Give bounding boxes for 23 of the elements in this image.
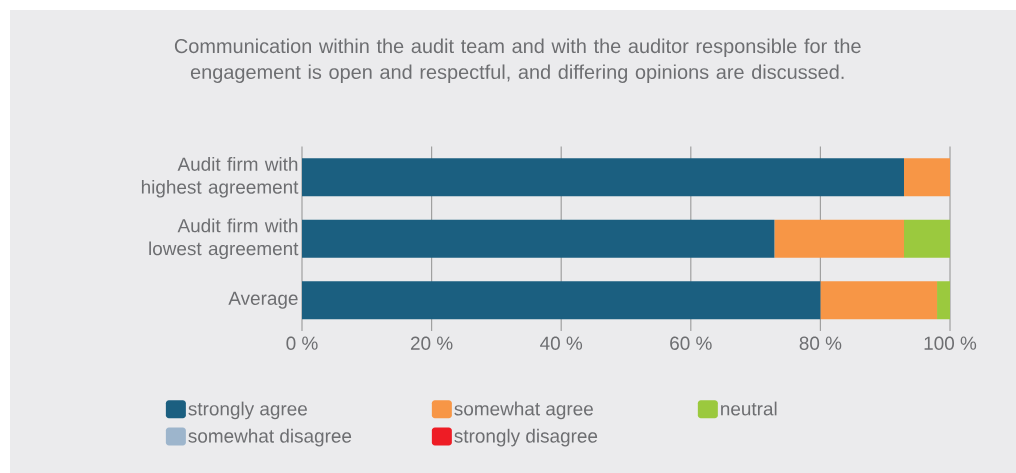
legend-label: somewhat disagree (188, 428, 352, 447)
legend-label: strongly agree (188, 401, 307, 420)
x-tick-label: 80 % (799, 336, 842, 350)
legend-label: neutral (721, 401, 777, 416)
bar (302, 158, 904, 197)
x-tick-label: 0 % (286, 336, 318, 350)
bar (820, 281, 938, 320)
bar (302, 281, 821, 320)
x-tick-label: 20 % (410, 336, 453, 350)
y-tick-label: Audit firm with lowest agreement (149, 218, 299, 260)
bar (904, 219, 951, 258)
x-tick-label: 40 % (540, 336, 583, 350)
chart-title: Communication within the audit team and with the auditor responsible for the engagement is open and respectful, and differing opinions are discussed. (174, 38, 861, 84)
x-tick-label: 100 % (924, 336, 977, 350)
legend-label: strongly disagree (454, 428, 598, 447)
bar (937, 281, 951, 320)
bar (302, 219, 775, 258)
bar (904, 158, 951, 197)
x-tick-label: 60 % (670, 336, 712, 350)
bar (774, 219, 904, 258)
y-tick-label: Average (228, 291, 298, 309)
legend-label: somewhat agree (454, 401, 593, 420)
y-tick-label: Audit firm with highest agreement (141, 156, 299, 198)
